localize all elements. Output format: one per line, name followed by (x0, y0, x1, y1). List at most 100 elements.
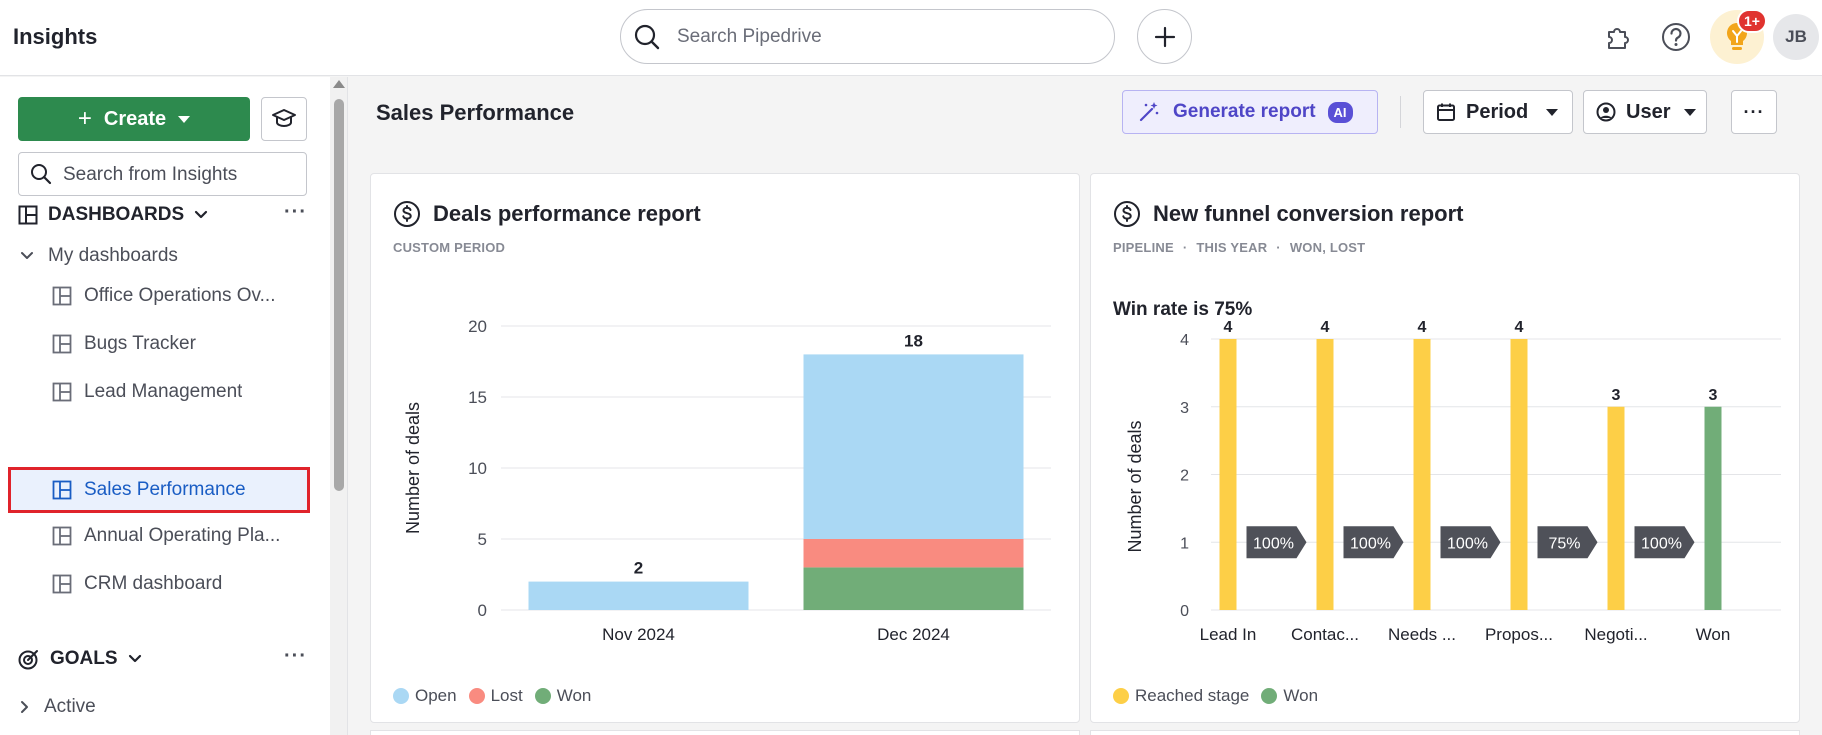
help-icon (1662, 23, 1690, 51)
y-tick-label: 5 (478, 530, 487, 549)
help-button[interactable] (1657, 18, 1695, 56)
sidebar-item-label: CRM dashboard (84, 573, 223, 594)
sidebar-item-lead-management[interactable]: Lead Management (8, 369, 310, 415)
chevron-down-icon (128, 654, 141, 663)
sidebar-item-crm-dashboard[interactable]: CRM dashboard (8, 561, 310, 607)
sidebar-item-sales-performance[interactable]: Sales Performance (8, 467, 310, 513)
quick-add-button[interactable] (1137, 9, 1192, 64)
goals-heading-label: GOALS (50, 648, 118, 669)
bar-reached-stage (1607, 406, 1625, 610)
bar-value-label: 4 (1321, 319, 1330, 336)
conversion-arrow (1537, 526, 1598, 559)
dollar-icon (1114, 201, 1140, 227)
dashboard-icon (52, 382, 72, 402)
bar-segment-open (803, 354, 1024, 539)
top-header: Insights 1+ JB (0, 0, 1822, 76)
create-label: Create (103, 107, 167, 130)
goals-more-button[interactable]: ··· (284, 645, 307, 667)
subtitle-status: WON, LOST (1289, 240, 1366, 255)
bar-total-label: 2 (634, 559, 643, 578)
card-title[interactable]: Deals performance report (393, 200, 701, 228)
notification-badge: 1+ (1737, 9, 1767, 33)
bar-value-label: 3 (1612, 387, 1621, 404)
legend-item-lost[interactable]: Lost (468, 686, 523, 706)
x-tick-label: Negoti... (1584, 625, 1647, 644)
period-filter-button[interactable]: Period (1423, 90, 1573, 134)
bar-won (1704, 406, 1722, 610)
card-title-label: Deals performance report (433, 201, 701, 226)
y-tick-label: 0 (478, 601, 487, 620)
bar-value-label: 4 (1224, 319, 1233, 336)
bar-value-label: 4 (1515, 319, 1524, 336)
my-dashboards-toggle[interactable]: My dashboards (20, 245, 178, 267)
y-tick-label: 4 (1180, 332, 1189, 349)
conversion-arrow (1440, 526, 1501, 559)
legend-item-won[interactable]: Won (1261, 686, 1318, 706)
search-icon (634, 24, 660, 50)
insights-search[interactable] (18, 152, 307, 196)
user-filter-button[interactable]: User (1583, 90, 1707, 134)
my-dashboards-label: My dashboards (48, 245, 178, 266)
y-tick-label: 1 (1180, 535, 1189, 552)
dashboard-icon (52, 334, 72, 354)
sidebar-item-office-operations[interactable]: Office Operations Ov... (8, 273, 310, 319)
y-tick-label: 20 (468, 317, 487, 336)
sidebar-scrollbar[interactable] (330, 77, 348, 735)
scroll-thumb[interactable] (334, 99, 344, 491)
sidebar-item-bugs-tracker[interactable]: Bugs Tracker (8, 321, 310, 367)
period-filter-label: Period (1466, 100, 1529, 123)
dashboard-icon (52, 574, 72, 594)
subtitle-pipeline: PIPELINE (1113, 240, 1174, 255)
marketplace-button[interactable] (1599, 18, 1637, 56)
legend-label: Won (556, 686, 592, 705)
create-button[interactable]: + Create (18, 97, 250, 141)
legend-item-won[interactable]: Won (534, 686, 592, 706)
chart-legend: Open Lost Won (393, 686, 591, 706)
dashboard-icon (52, 286, 72, 306)
dollar-icon (394, 201, 420, 227)
chevron-down-icon (21, 252, 33, 259)
chevron-down-icon (1546, 108, 1559, 116)
deals-performance-card[interactable]: Deals performance report CUSTOM PERIOD 0… (370, 173, 1080, 723)
next-card-edge (370, 730, 1080, 735)
dashboards-more-button[interactable]: ··· (284, 201, 307, 223)
legend-item-reached-stage[interactable]: Reached stage (1113, 686, 1249, 706)
conversion-arrow (1246, 526, 1307, 559)
conversion-rate-label: 100% (1253, 535, 1294, 552)
more-options-button[interactable]: ··· (1731, 90, 1777, 134)
conversion-arrow (1343, 526, 1404, 559)
funnel-conversion-card[interactable]: New funnel conversion report PIPELINE · TH… (1090, 173, 1800, 723)
plus-icon (1154, 26, 1175, 47)
bar-segment-open (528, 581, 749, 610)
global-search-input[interactable] (677, 24, 1097, 50)
x-tick-label: Needs ... (1388, 625, 1456, 644)
learning-button[interactable] (261, 97, 307, 141)
active-goals-toggle[interactable]: Active (20, 696, 96, 718)
x-tick-label: Nov 2024 (602, 625, 675, 644)
goals-heading[interactable]: GOALS (18, 648, 142, 670)
generate-report-button[interactable]: Generate report AI (1122, 90, 1378, 134)
global-search[interactable] (620, 9, 1115, 64)
legend-swatch (1261, 688, 1278, 704)
dashboards-heading[interactable]: DASHBOARDS (18, 204, 208, 226)
scroll-up-arrow[interactable] (333, 80, 345, 88)
avatar[interactable]: JB (1773, 14, 1819, 60)
card-subtitle: PIPELINE · THIS YEAR · WON, LOST (1113, 240, 1366, 255)
deals-chart: 0 5 10 15 20 Number of deals 2 Nov 2024 18 Dec 20… (403, 317, 1051, 644)
legend-item-open[interactable]: Open (393, 686, 457, 706)
app-title: Insights (13, 24, 98, 49)
funnel-chart: 0 1 2 3 4 Number of deals 4 Lead In 4 Contac... 4 N… (1125, 319, 1781, 644)
sidebar-item-label: Bugs Tracker (84, 333, 196, 354)
chevron-right-icon (21, 701, 28, 713)
insights-search-input[interactable] (63, 162, 293, 188)
next-card-edge (1090, 730, 1800, 735)
dashboard-icon (52, 526, 72, 546)
sidebar-item-annual-operating-plan[interactable]: Annual Operating Pla... (8, 513, 310, 559)
generate-report-label: Generate report (1173, 101, 1316, 122)
magic-wand-icon (1139, 102, 1159, 122)
user-icon (1596, 102, 1616, 122)
card-title[interactable]: New funnel conversion report (1113, 200, 1464, 228)
y-tick-label: 2 (1180, 468, 1189, 485)
bar-reached-stage (1510, 339, 1528, 610)
search-icon (31, 164, 52, 185)
